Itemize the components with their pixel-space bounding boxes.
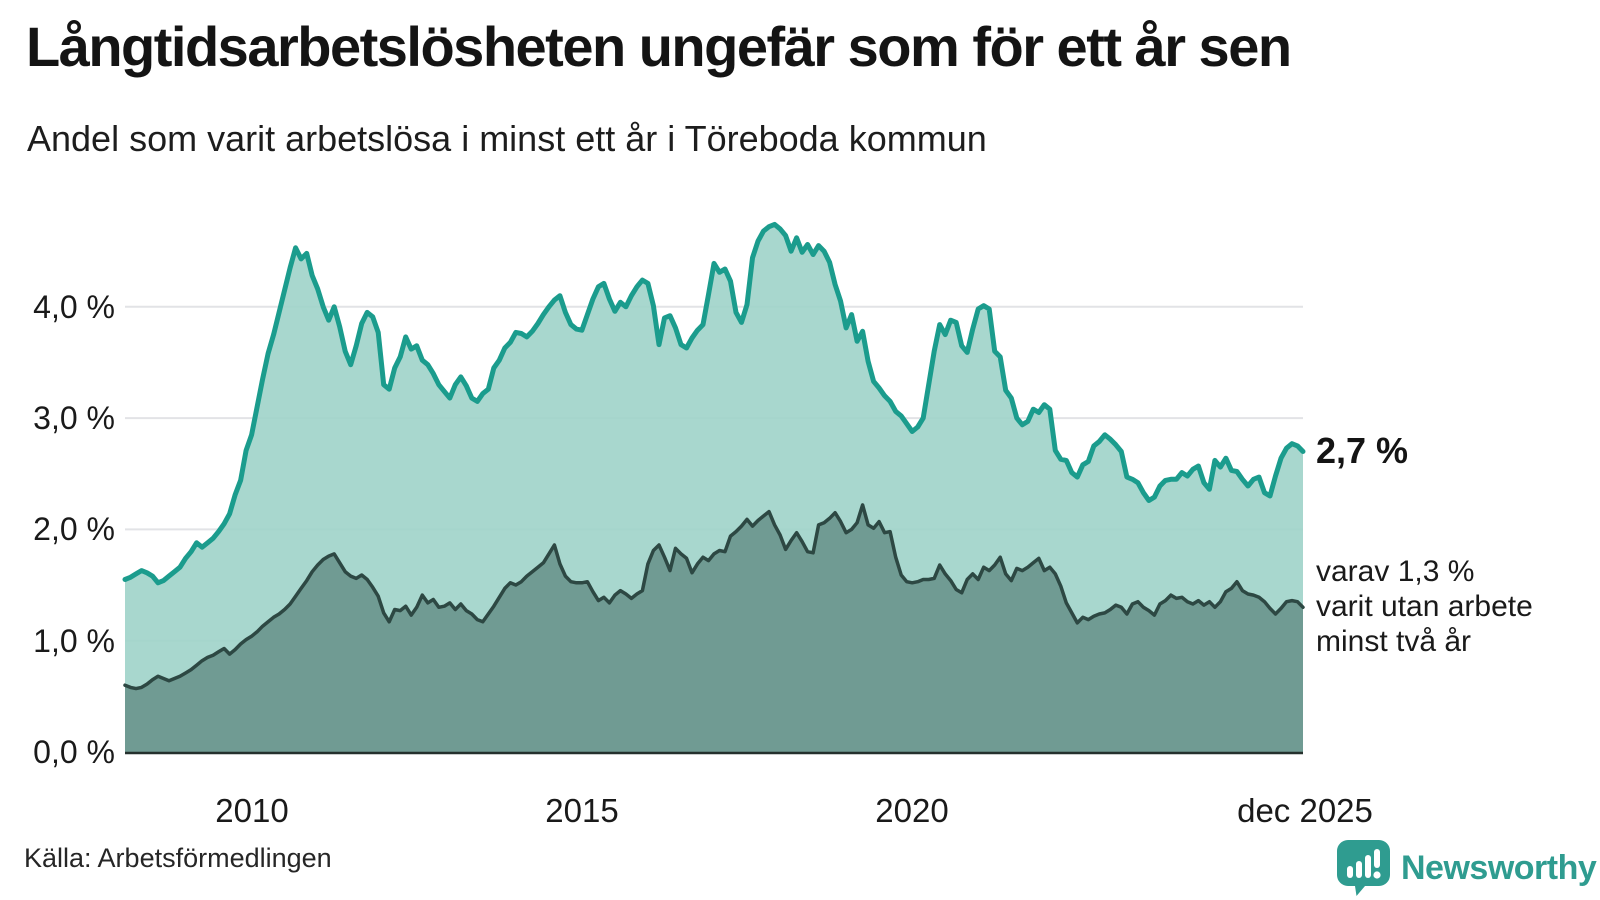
source-credit: Källa: Arbetsförmedlingen xyxy=(24,843,332,873)
series-line-unemployed-2yr xyxy=(123,503,1305,691)
series-line-unemployed-1yr xyxy=(122,221,1306,586)
series-area-unemployed-2yr xyxy=(125,504,1303,752)
x-tick-label-2020: 2020 xyxy=(875,792,949,829)
y-tick-label-4: 4,0 % xyxy=(33,289,115,325)
page-title: Långtidsarbetslösheten ungefär som för e… xyxy=(26,15,1292,78)
x-tick-label-2015: 2015 xyxy=(545,792,619,829)
y-tick-label-2: 2,0 % xyxy=(33,511,115,547)
y-tick-label-3: 3,0 % xyxy=(33,400,115,436)
page-subtitle: Andel som varit arbetslösa i minst ett å… xyxy=(27,118,987,159)
x-tick-label-dec-2025: dec 2025 xyxy=(1237,792,1373,829)
brand-name: Newsworthy xyxy=(1401,848,1597,887)
x-tick-label-2010: 2010 xyxy=(215,792,289,829)
y-tick-label-1: 1,0 % xyxy=(33,623,115,659)
secondary-series-note: varav 1,3 % varit utan arbete minst två … xyxy=(1316,555,1533,658)
y-tick-label-0: 0,0 % xyxy=(33,734,115,770)
brand-logo: Newsworthy xyxy=(1337,840,1597,896)
latest-value-label: 2,7 % xyxy=(1316,430,1409,471)
newsworthy-speech-bubble-chart-icon xyxy=(1337,840,1390,896)
